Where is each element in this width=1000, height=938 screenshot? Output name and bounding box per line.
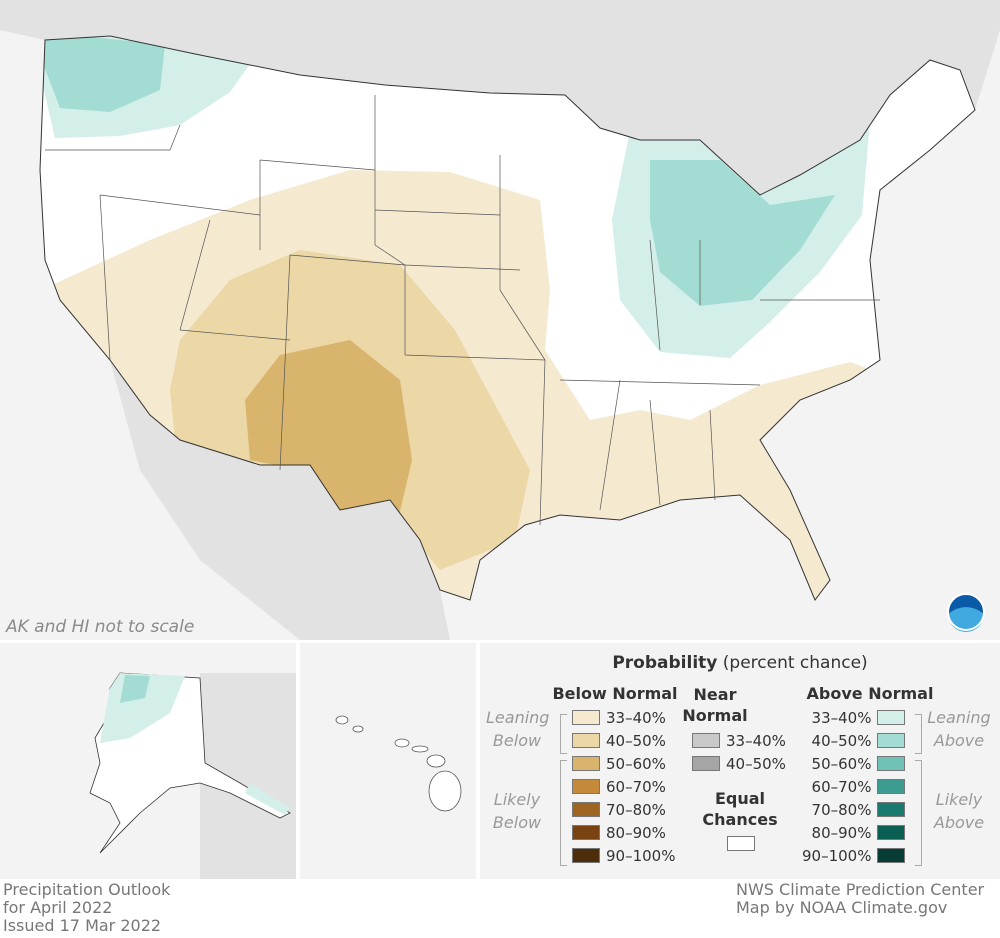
likely-above-label: Likely Above <box>933 790 985 832</box>
alaska-panhandle-above <box>245 783 290 815</box>
legend-above-40-50: 40–50% <box>802 729 906 752</box>
likely-below-label: Likely Below <box>492 790 542 832</box>
legend-label: 50–60% <box>606 754 666 773</box>
legend-above-70-80: 70–80% <box>802 798 906 821</box>
legend-above-60-70: 60–70% <box>802 775 906 798</box>
map-period: for April 2022 <box>3 898 113 917</box>
conus-map-svg: AK and HI not to scale <box>0 0 1000 640</box>
swatch <box>877 848 906 863</box>
legend-label: 40–50% <box>726 754 786 773</box>
legend-title: Probability (percent chance) <box>480 653 1000 673</box>
above-items: 33–40% 40–50% 50–60% 60–70% 70–80% 80–90… <box>802 706 906 867</box>
hawaii-inset <box>300 643 476 879</box>
alaska-above-33-40 <box>100 673 185 743</box>
swatch <box>692 756 720 771</box>
legend-label: 90–100% <box>802 846 872 865</box>
legend-above-80-90: 80–90% <box>802 821 906 844</box>
leaning-below-label: Leaning Below <box>486 708 550 750</box>
legend-label: 33–40% <box>726 731 786 750</box>
swatch <box>877 710 906 725</box>
footer-right: NWS Climate Prediction Center Map by NOA… <box>736 881 984 917</box>
likely-below-bracket <box>560 760 567 866</box>
below-heading: Below Normal <box>552 684 678 703</box>
swatch <box>877 825 906 840</box>
legend-below-80-90: 80–90% <box>572 821 675 844</box>
canada-land <box>0 0 1000 195</box>
legend-below-60-70: 60–70% <box>572 775 675 798</box>
swatch <box>692 733 720 748</box>
legend-below-50-60: 50–60% <box>572 752 675 775</box>
hawaii-islands <box>335 715 462 812</box>
legend-label: 50–60% <box>811 754 872 773</box>
near-items: 33–40% 40–50% <box>692 729 786 775</box>
legend-label: 40–50% <box>811 731 872 750</box>
legend-label: 33–40% <box>606 708 666 727</box>
state-borders <box>45 95 880 526</box>
legend-below-40-50: 40–50% <box>572 729 675 752</box>
swatch <box>572 756 600 771</box>
swatch <box>877 756 906 771</box>
legend-title-rest: (percent chance) <box>722 653 868 673</box>
us-border <box>39 35 976 601</box>
above-40-50-lakes-region <box>650 160 835 306</box>
legend-above-90-100: 90–100% <box>802 844 906 867</box>
legend-label: 70–80% <box>606 800 666 819</box>
credit-source: NWS Climate Prediction Center <box>736 880 985 899</box>
below-50-60-region <box>245 340 412 520</box>
equal-chances-heading: Equal Chances <box>702 789 778 829</box>
noaa-logo <box>947 593 985 632</box>
alaska-inset <box>0 643 296 879</box>
swatch <box>572 733 600 748</box>
legend-near-33-40: 33–40% <box>692 729 786 752</box>
leaning-above-label: Leaning Above <box>927 708 991 750</box>
leaning-above-bracket <box>915 714 922 754</box>
map-title: Precipitation Outlook <box>3 880 171 899</box>
legend-label: 80–90% <box>606 823 666 842</box>
footer-left: Precipitation Outlook for April 2022 Iss… <box>3 881 170 935</box>
swatch <box>572 825 600 840</box>
conus-map: AK and HI not to scale <box>0 0 1000 640</box>
near-heading: Near Normal <box>682 685 748 725</box>
equal-chances-swatch <box>727 836 755 851</box>
swatch <box>877 802 906 817</box>
swatch <box>572 848 600 863</box>
legend-label: 90–100% <box>606 846 676 865</box>
legend-below-70-80: 70–80% <box>572 798 675 821</box>
alaska-above-40-50 <box>120 675 150 703</box>
likely-above-bracket <box>915 760 922 866</box>
legend-label: 70–80% <box>811 800 872 819</box>
credit-map: Map by NOAA Climate.gov <box>736 898 948 917</box>
swatch <box>572 802 600 817</box>
swatch <box>877 733 906 748</box>
legend-label: 33–40% <box>811 708 872 727</box>
legend-label: 80–90% <box>811 823 872 842</box>
legend-below-33-40: 33–40% <box>572 706 675 729</box>
swatch <box>572 710 600 725</box>
below-items: 33–40% 40–50% 50–60% 60–70% 70–80% 80–90… <box>572 706 675 867</box>
swatch <box>877 779 906 794</box>
above-40-50-pnw-region <box>40 36 165 112</box>
leaning-below-bracket <box>560 714 567 754</box>
legend-label: 60–70% <box>606 777 666 796</box>
legend-label: 40–50% <box>606 731 666 750</box>
legend-near-40-50: 40–50% <box>692 752 786 775</box>
legend-above-33-40: 33–40% <box>802 706 906 729</box>
legend-title-bold: Probability <box>612 653 718 673</box>
legend-above-50-60: 50–60% <box>802 752 906 775</box>
swatch <box>572 779 600 794</box>
mexico-land <box>110 360 450 640</box>
issue-date: Issued 17 Mar 2022 <box>3 916 162 935</box>
legend: Probability (percent chance) Below Norma… <box>480 643 1000 879</box>
above-heading: Above Normal <box>806 684 934 703</box>
legend-label: 60–70% <box>811 777 872 796</box>
scale-note: AK and HI not to scale <box>5 617 194 637</box>
legend-below-90-100: 90–100% <box>572 844 675 867</box>
